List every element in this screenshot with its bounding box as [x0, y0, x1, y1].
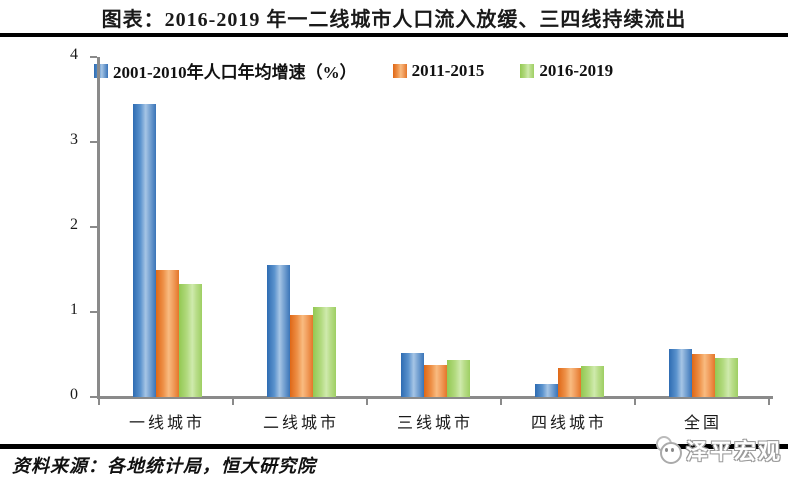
bar: [446, 360, 470, 397]
bar-chart: 2001-2010年人口年均增速（%） 2011-2015 2016-2019 0 1…: [0, 45, 788, 440]
bar-group-4: [502, 57, 636, 397]
panda-mascot-icon: [655, 436, 682, 464]
y-tick-label: 0: [70, 386, 78, 403]
bar: [178, 283, 202, 397]
x-category-label: 一线城市: [128, 415, 205, 432]
y-tick-label: 1: [70, 301, 78, 318]
bar: [132, 103, 156, 397]
x-tick-mark: [366, 399, 368, 405]
x-axis-line: [97, 396, 773, 399]
bar: [400, 352, 424, 397]
chart-legend: 2001-2010年人口年均增速（%） 2011-2015 2016-2019: [94, 58, 613, 83]
bar: [691, 353, 715, 397]
bar: [580, 366, 604, 397]
bar: [714, 357, 738, 397]
legend-swatch-icon: [520, 63, 535, 78]
bar-group-1: [100, 57, 234, 397]
y-tick-label: 3: [70, 131, 78, 148]
y-tick-mark: [90, 311, 97, 313]
legend-label: 2016-2019: [539, 60, 614, 80]
bar: [668, 348, 692, 397]
y-tick-mark: [90, 141, 97, 143]
y-tick-label: 2: [70, 216, 78, 233]
bar: [155, 269, 179, 397]
y-tick-mark: [90, 226, 97, 228]
x-tick-mark: [768, 399, 770, 405]
y-axis-line: [97, 57, 100, 399]
bar: [312, 306, 336, 397]
x-axis-labels: 一线城市 二线城市 三线城市 四线城市 全国: [100, 409, 770, 433]
title-divider-rule: [0, 33, 788, 37]
brand-logo-text: 泽平宏观: [685, 439, 782, 464]
y-tick-label: 4: [70, 46, 78, 63]
chart-title: 图表：2016-2019 年一二线城市人口流入放缓、三四线持续流出: [101, 9, 687, 31]
x-tick-mark: [500, 399, 502, 405]
legend-item: 2016-2019: [520, 61, 613, 81]
legend-swatch-icon: [392, 63, 407, 78]
plot-area: [100, 57, 770, 397]
bar-group-3: [368, 57, 502, 397]
brand-logo: 泽平宏观: [655, 434, 782, 466]
bar: [557, 368, 581, 397]
bar: [423, 364, 447, 397]
x-category-label: 二线城市: [262, 415, 339, 432]
bar-group-2: [234, 57, 368, 397]
y-tick-mark: [90, 396, 97, 398]
x-category-label: 全国: [683, 415, 722, 432]
bar: [289, 314, 313, 397]
legend-label: 2011-2015: [411, 60, 485, 80]
x-category-label: 四线城市: [530, 415, 607, 432]
x-tick-mark: [634, 399, 636, 405]
bar-group-5: [636, 57, 770, 397]
x-category-label: 三线城市: [396, 415, 473, 432]
bar: [534, 384, 558, 397]
x-tick-mark: [232, 399, 234, 405]
legend-item: 2011-2015: [392, 60, 485, 81]
bar: [266, 265, 290, 397]
source-note: 资料来源：各地统计局，恒大研究院: [12, 456, 316, 476]
legend-label: 2001-2010年人口年均增速（%）: [113, 63, 357, 82]
x-tick-mark: [98, 399, 100, 405]
y-tick-mark: [90, 56, 97, 58]
footer-divider-rule: [0, 444, 788, 449]
